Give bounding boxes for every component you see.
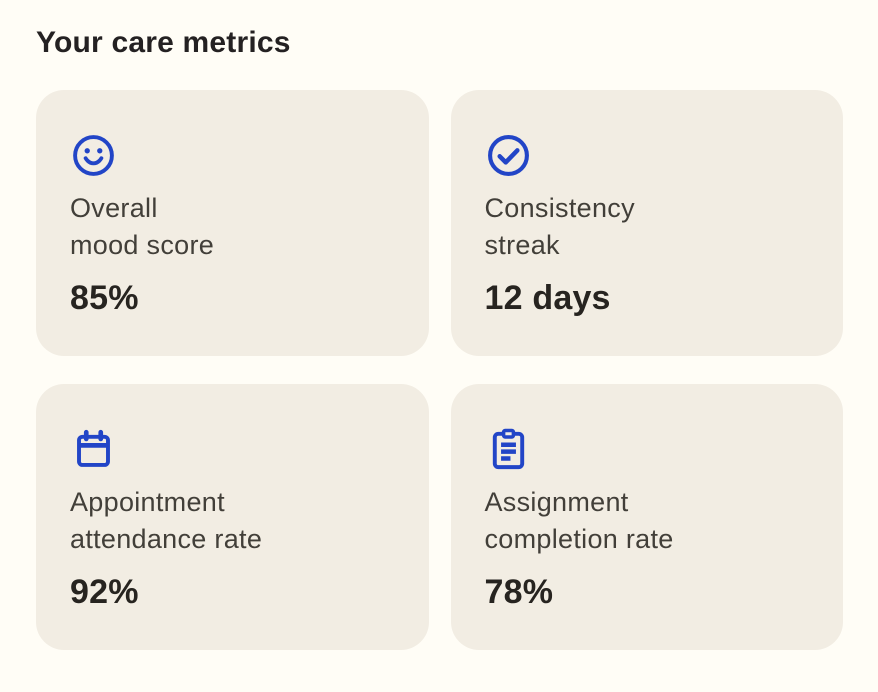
metric-label-line1: Appointment [70, 487, 225, 517]
metric-label-line1: Assignment [484, 487, 629, 517]
metric-label: Assignment completion rate [485, 484, 810, 558]
metric-value: 12 days [484, 279, 611, 317]
metric-value: 78% [484, 573, 554, 611]
metric-label-line2: mood score [70, 230, 215, 260]
metric-label-line2: attendance rate [70, 524, 263, 554]
page-title: Your care metrics [36, 26, 291, 59]
metric-label: Consistency streak [485, 190, 810, 264]
care-metrics-grid: Overall mood score 85% Consistency strea… [36, 90, 843, 650]
metric-label: Appointment attendance rate [70, 484, 395, 558]
metric-label-line2: completion rate [484, 524, 674, 554]
metric-label-line2: streak [484, 230, 560, 260]
metric-label-line1: Consistency [484, 193, 635, 223]
metric-label: Overall mood score [70, 190, 395, 264]
smiley-face-icon [70, 132, 117, 179]
metric-value: 85% [70, 279, 139, 317]
metric-label-line1: Overall [70, 193, 158, 223]
calendar-icon [70, 426, 117, 473]
metric-card-mood-score: Overall mood score 85% [36, 90, 429, 356]
metric-card-consistency-streak: Consistency streak 12 days [450, 90, 843, 356]
check-circle-icon [485, 132, 532, 179]
metric-card-assignment-completion: Assignment completion rate 78% [450, 384, 843, 650]
metric-card-appointment-attendance: Appointment attendance rate 92% [36, 384, 429, 650]
metric-value: 92% [70, 573, 139, 611]
clipboard-icon [485, 426, 532, 473]
